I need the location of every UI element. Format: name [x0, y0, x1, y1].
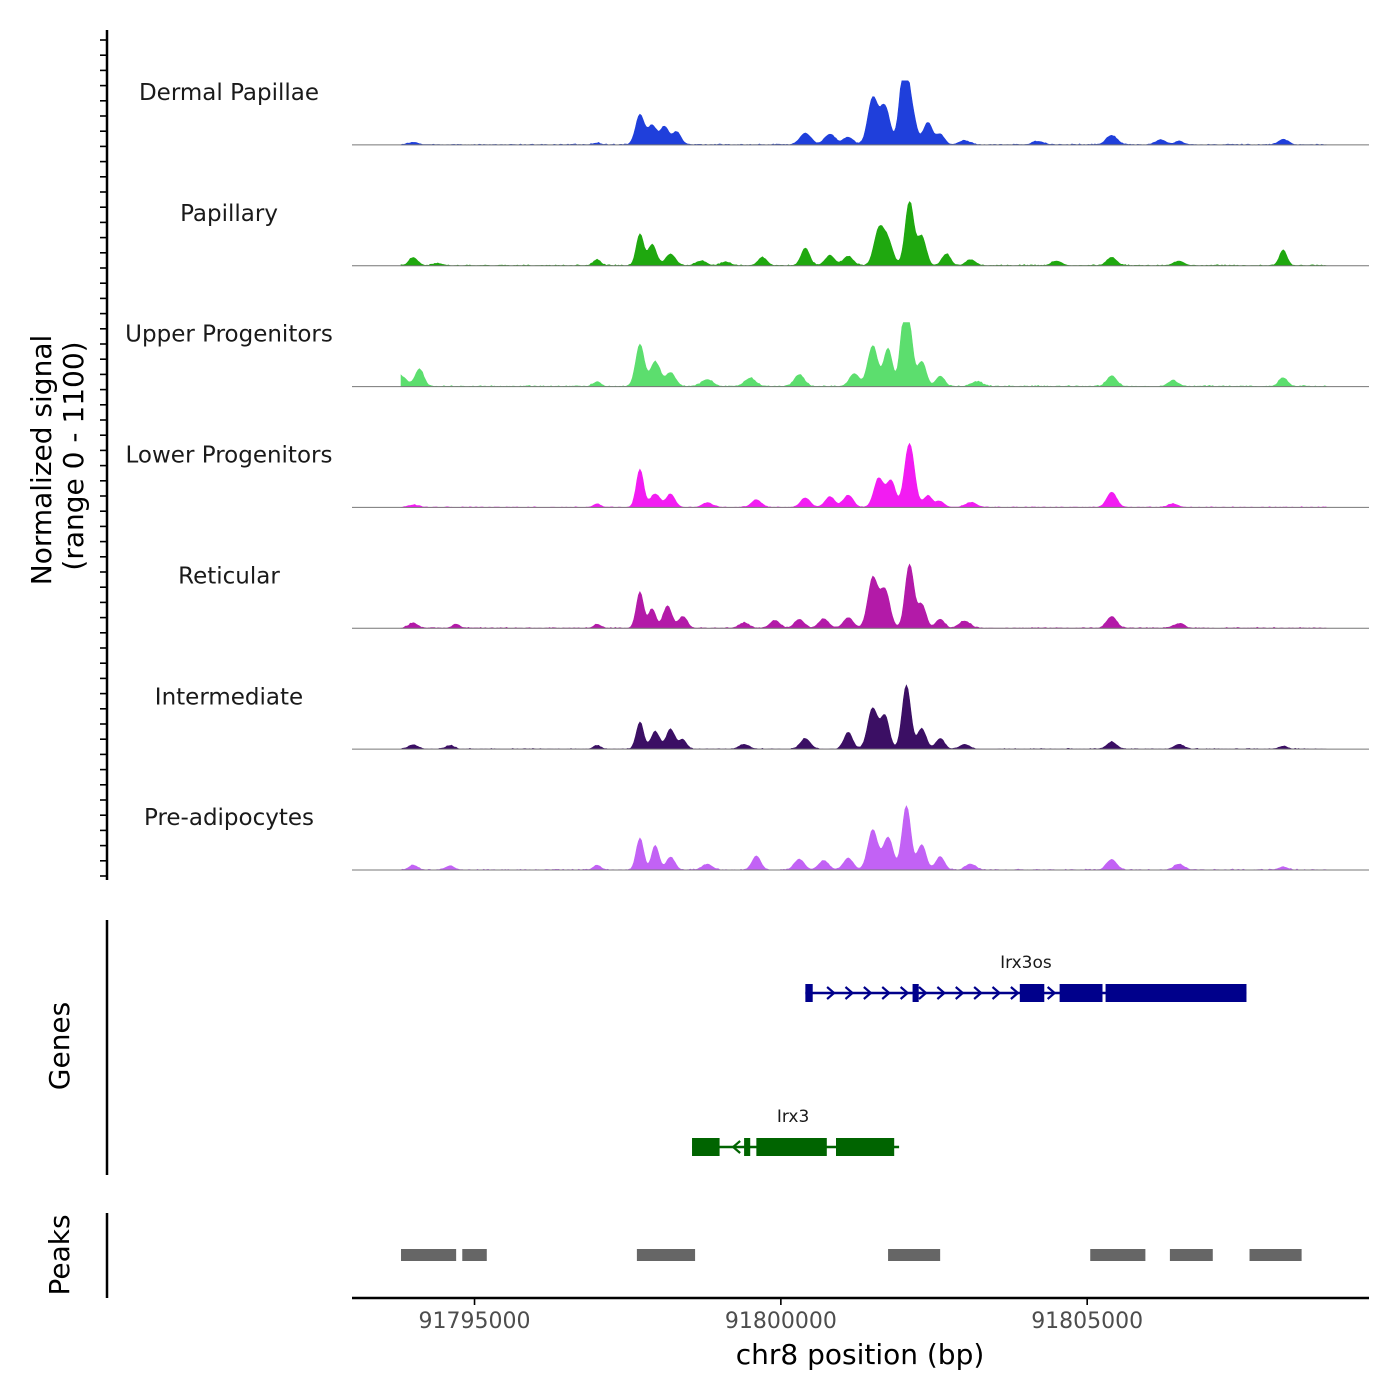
peak-region [401, 1249, 457, 1261]
signal-area-pre-adipocytes [400, 805, 1327, 871]
peak-region [1249, 1249, 1302, 1261]
x-axis-ticks: 91795000 91800000 91805000 [419, 1298, 1143, 1334]
signal-y-axis-title-line1: Normalized signal [25, 335, 58, 586]
x-axis-title: chr8 position (bp) [736, 1338, 985, 1371]
intron-arrow [863, 986, 873, 1000]
track-label-reticular: Reticular [178, 563, 280, 589]
exon-irx3 [744, 1138, 751, 1156]
track-label-papillary: Papillary [180, 201, 278, 227]
signal-area-upper-progenitors [400, 322, 1327, 387]
genes-y-axis-title: Genes [43, 1002, 76, 1090]
intron-arrow [844, 986, 855, 1000]
peaks-y-axis-title: Peaks [43, 1214, 76, 1295]
intron-arrow [973, 986, 983, 1000]
intron-arrow [918, 986, 928, 1000]
signal-area-papillary [400, 201, 1327, 267]
genes-panel: Irx3os Irx3 [692, 953, 1247, 1156]
intron-arrow [955, 986, 965, 1000]
track-label-lower-progenitors: Lower Progenitors [126, 443, 333, 469]
exon-irx3os [1059, 984, 1103, 1002]
signal-area-reticular [400, 563, 1327, 629]
intron-arrow [936, 986, 947, 1000]
signal-y-axis-title-line2: (range 0 - 1100) [57, 341, 90, 570]
peak-region [1090, 1249, 1146, 1261]
exon-irx3 [756, 1138, 827, 1156]
peak-region [462, 1249, 487, 1261]
signal-y-axis [100, 30, 109, 880]
signal-area-dermal-papillae [400, 80, 1327, 146]
x-tick-label: 91795000 [419, 1309, 531, 1334]
signal-panel: Dermal Papillae Papillary Upper Progenitor… [125, 80, 1369, 871]
x-tick-label: 91800000 [725, 1309, 837, 1334]
peaks-panel [401, 1249, 1302, 1261]
peak-region [636, 1249, 696, 1261]
track-label-dermal-papillae: Dermal Papillae [139, 80, 319, 106]
signal-area-intermediate [400, 684, 1327, 750]
exon-irx3os [1105, 984, 1247, 1002]
x-tick-label: 91805000 [1031, 1309, 1143, 1334]
intron-arrow [731, 1140, 741, 1154]
intron-arrow [991, 986, 1002, 1000]
track-label-intermediate: Intermediate [155, 684, 303, 710]
exon-irx3os [805, 984, 813, 1002]
intron-arrow [1010, 986, 1020, 1000]
intron-arrow [899, 986, 910, 1000]
intron-arrow [826, 986, 836, 1000]
track-label-pre-adipocytes: Pre-adipocytes [144, 805, 314, 831]
signal-area-lower-progenitors [400, 442, 1327, 508]
peak-region [888, 1249, 941, 1261]
intron-arrow [1046, 986, 1057, 1000]
peak-region [1169, 1249, 1213, 1261]
exon-irx3 [835, 1138, 895, 1156]
gene-label-irx3: Irx3 [777, 1107, 809, 1127]
exon-irx3os [912, 984, 919, 1002]
exon-irx3 [692, 1138, 720, 1156]
exon-irx3os [1019, 984, 1045, 1002]
track-label-upper-progenitors: Upper Progenitors [125, 322, 333, 348]
intron-arrow [881, 986, 891, 1000]
gene-label-irx3os: Irx3os [1000, 953, 1052, 973]
